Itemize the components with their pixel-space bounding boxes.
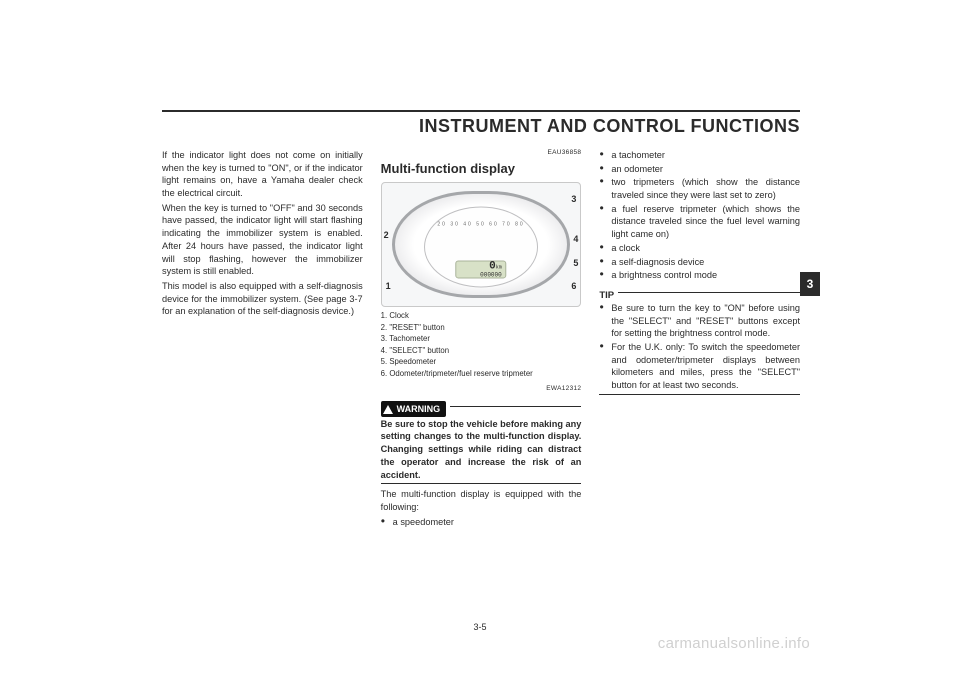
list-item: an odometer — [599, 163, 800, 176]
chapter-tab: 3 — [800, 272, 820, 296]
warning-end-rule — [381, 483, 582, 484]
speedometer-ticks: 20 30 40 50 60 70 80 — [425, 221, 537, 228]
feature-list: a tachometer an odometer two tripmeters … — [599, 149, 800, 282]
callout-5: 5 — [573, 257, 578, 269]
warning-heading-line: WARNING — [381, 395, 582, 417]
instrument-figure: 20 30 40 50 60 70 80 0km 000000 1 2 3 4 … — [381, 182, 582, 307]
columns: If the indicator light does not come on … — [162, 149, 800, 589]
column-right: a tachometer an odometer two tripmeters … — [599, 149, 800, 589]
section-heading: Multi-function display — [381, 160, 582, 178]
list-item: a clock — [599, 242, 800, 255]
warning-label: WARNING — [397, 403, 441, 415]
tip-heading-line: TIP — [599, 283, 800, 302]
page-title: INSTRUMENT AND CONTROL FUNCTIONS — [162, 116, 800, 137]
warning-rule — [450, 406, 581, 407]
tip-end-rule — [599, 394, 800, 395]
figure-caption: 1. Clock — [381, 311, 582, 322]
list-item: For the U.K. only: To switch the speedom… — [599, 341, 800, 392]
body-text: When the key is turned to "OFF" and 30 s… — [162, 202, 363, 278]
list-item: a fuel reserve tripmeter (which shows th… — [599, 203, 800, 241]
body-text: If the indicator light does not come on … — [162, 149, 363, 200]
callout-1: 1 — [386, 280, 391, 292]
lcd-odometer: 000000 — [480, 273, 502, 279]
callout-2: 2 — [384, 229, 389, 241]
dash-outline: 20 30 40 50 60 70 80 0km 000000 — [392, 191, 571, 298]
figure-caption: 5. Speedometer — [381, 357, 582, 368]
body-text: The multi-function display is equipped w… — [381, 488, 582, 513]
tip-label: TIP — [599, 289, 614, 302]
callout-4: 4 — [573, 233, 578, 245]
list-item: a self-diagnosis device — [599, 256, 800, 269]
feature-list: a speedometer — [381, 516, 582, 529]
lcd-unit: km — [496, 264, 502, 270]
ref-code: EAU36858 — [381, 149, 582, 158]
body-text: This model is also equipped with a self-… — [162, 280, 363, 318]
list-item: Be sure to turn the key to "ON" before u… — [599, 302, 800, 340]
callout-3: 3 — [571, 193, 576, 205]
figure-caption: 2. "RESET" button — [381, 323, 582, 334]
page-number: 3-5 — [473, 622, 486, 632]
list-item: two tripmeters (which show the distance … — [599, 176, 800, 201]
figure-caption: 6. Odometer/tripmeter/fuel reserve tripm… — [381, 369, 582, 380]
tip-list: Be sure to turn the key to "ON" before u… — [599, 302, 800, 392]
lcd-display: 0km 000000 — [455, 261, 506, 278]
warning-body: Be sure to stop the vehicle before makin… — [381, 418, 582, 481]
list-item: a brightness control mode — [599, 269, 800, 282]
column-left: If the indicator light does not come on … — [162, 149, 363, 589]
column-center: EAU36858 Multi-function display 20 30 40… — [381, 149, 582, 589]
watermark: carmanualsonline.info — [658, 635, 810, 652]
warning-badge: WARNING — [381, 401, 447, 416]
manual-page: INSTRUMENT AND CONTROL FUNCTIONS If the … — [0, 0, 960, 678]
figure-caption: 4. "SELECT" button — [381, 346, 582, 357]
list-item: a speedometer — [381, 516, 582, 529]
ref-code: EWA12312 — [381, 385, 582, 394]
warning-triangle-icon — [383, 405, 393, 414]
speedometer-face: 20 30 40 50 60 70 80 0km 000000 — [424, 206, 538, 287]
tip-rule — [618, 292, 800, 293]
figure-caption: 3. Tachometer — [381, 334, 582, 345]
header-rule — [162, 110, 800, 112]
list-item: a tachometer — [599, 149, 800, 162]
callout-6: 6 — [571, 280, 576, 292]
